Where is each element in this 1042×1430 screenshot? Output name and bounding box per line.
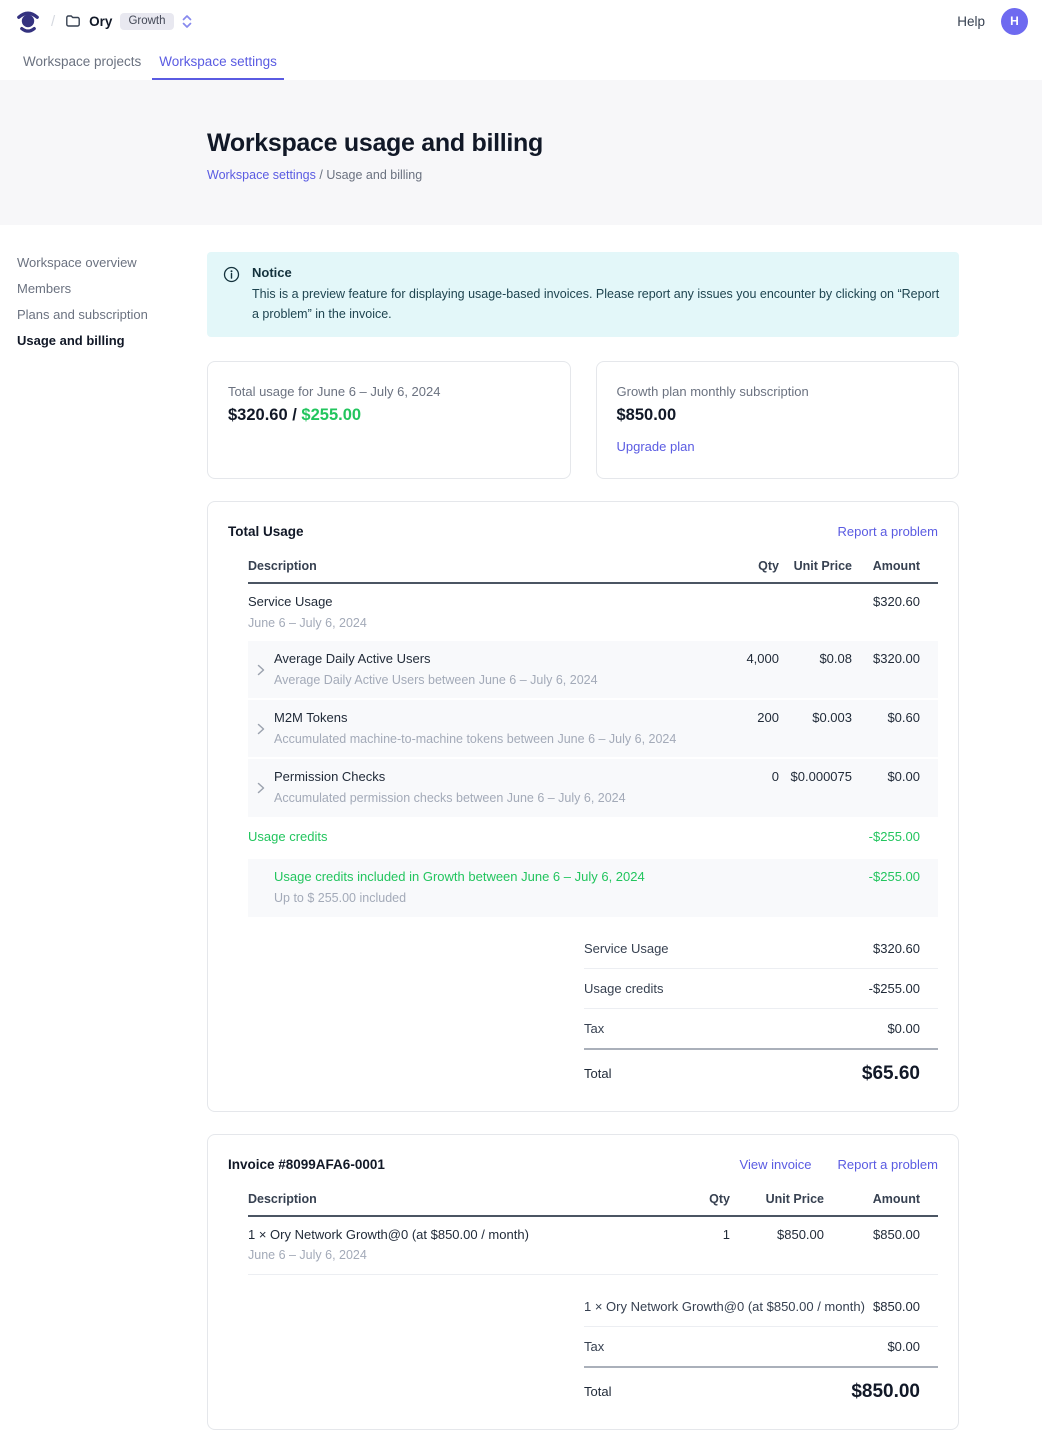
- workspace-switcher[interactable]: Ory Growth: [65, 12, 192, 30]
- page-title: Workspace usage and billing: [207, 129, 543, 157]
- breadcrumb-slash: /: [51, 12, 56, 30]
- usage-table-header: Description Qty Unit Price Amount: [248, 559, 938, 584]
- tab-workspace-settings[interactable]: Workspace settings: [152, 42, 284, 80]
- info-icon: [223, 266, 240, 324]
- invoice-total-value: $850.00: [851, 1380, 920, 1402]
- col-qty: Qty: [709, 1191, 730, 1206]
- top-bar: / Ory Growth Help H: [0, 0, 1042, 42]
- settings-sidebar: Workspace overview Members Plans and sub…: [0, 225, 207, 360]
- total-usage-summary-card: Total usage for June 6 – July 6, 2024 $3…: [207, 361, 571, 479]
- usage-credit-value: $255.00: [301, 406, 362, 424]
- summary-row-tax: Tax $0.00: [584, 1009, 938, 1050]
- col-amount: Amount: [872, 1191, 920, 1206]
- notice-body: This is a preview feature for displaying…: [252, 287, 940, 321]
- main-content: Notice This is a preview feature for dis…: [207, 225, 959, 1430]
- upgrade-plan-link[interactable]: Upgrade plan: [616, 439, 695, 454]
- col-qty: Qty: [758, 559, 779, 573]
- col-amount: Amount: [872, 559, 920, 573]
- sidebar-item-usage-and-billing[interactable]: Usage and billing: [17, 333, 125, 348]
- notice-title: Notice: [252, 265, 292, 280]
- invoice-summary-block: 1 × Ory Network Growth@0 (at $850.00 / m…: [584, 1287, 938, 1403]
- ory-logo-icon[interactable]: [15, 8, 41, 34]
- workspace-tabs: Workspace projects Workspace settings: [0, 42, 1042, 80]
- chevron-right-icon[interactable]: [257, 782, 265, 794]
- usage-report-a-problem-link[interactable]: Report a problem: [837, 524, 938, 539]
- plan-subscription-card: Growth plan monthly subscription $850.00…: [595, 361, 959, 479]
- total-usage-panel: Total Usage Report a problem Description…: [207, 501, 959, 1112]
- total-usage-value: $320.60 / $255.00: [228, 406, 362, 424]
- total-usage-label: Total usage for June 6 – July 6, 2024: [228, 384, 441, 399]
- summary-row-service-usage: Service Usage $320.60: [584, 929, 938, 969]
- usage-total-value: $65.60: [861, 1062, 920, 1084]
- usage-line-item-permission-checks[interactable]: Permission Checks Accumulated permission…: [248, 759, 938, 819]
- usage-line-item-m2m-tokens[interactable]: M2M Tokens Accumulated machine-to-machin…: [248, 700, 938, 760]
- invoice-table-header: Description Qty Unit Price Amount: [248, 1192, 938, 1217]
- breadcrumb: Workspace settings / Usage and billing: [207, 168, 1042, 182]
- invoice-title: Invoice #8099AFA6-0001: [228, 1156, 385, 1172]
- usage-summary-block: Service Usage $320.60 Usage credits -$25…: [584, 929, 938, 1085]
- plan-price: $850.00: [616, 406, 677, 424]
- col-unit-price: Unit Price: [793, 559, 852, 573]
- usage-credits-detail-row: Usage credits included in Growth between…: [248, 859, 938, 917]
- page-header: Workspace usage and billing Workspace se…: [0, 80, 1042, 225]
- avatar[interactable]: H: [1001, 7, 1028, 35]
- invoice-line-item: 1 × Ory Network Growth@0 (at $850.00 / m…: [248, 1217, 938, 1275]
- invoice-total-row: Total $850.00: [584, 1368, 938, 1403]
- col-description: Description: [248, 559, 317, 573]
- invoice-summary-row-tax: Tax $0.00: [584, 1327, 938, 1368]
- sidebar-item-workspace-overview[interactable]: Workspace overview: [17, 255, 137, 270]
- col-unit-price: Unit Price: [765, 1191, 824, 1206]
- workspace-name: Ory: [89, 13, 113, 29]
- breadcrumb-workspace-settings-link[interactable]: Workspace settings: [207, 168, 316, 182]
- usage-panel-title: Total Usage: [228, 524, 304, 539]
- invoice-panel: Invoice #8099AFA6-0001 View invoice Repo…: [207, 1133, 959, 1430]
- chevron-updown-icon: [182, 14, 192, 29]
- usage-line-item-average-daily-active-users[interactable]: Average Daily Active Users Average Daily…: [248, 641, 938, 701]
- usage-total-row: Total $65.60: [584, 1050, 938, 1085]
- view-invoice-link[interactable]: View invoice: [739, 1156, 812, 1172]
- chevron-right-icon[interactable]: [257, 723, 265, 735]
- col-description: Description: [248, 1191, 317, 1206]
- invoice-summary-row-item: 1 × Ory Network Growth@0 (at $850.00 / m…: [584, 1287, 938, 1327]
- folder-icon: [65, 13, 81, 29]
- invoice-report-a-problem-link[interactable]: Report a problem: [837, 1156, 938, 1172]
- help-link[interactable]: Help: [957, 13, 985, 29]
- summary-row-usage-credits: Usage credits -$255.00: [584, 969, 938, 1009]
- usage-group-row-service-usage: Service Usage June 6 – July 6, 2024 $320…: [248, 594, 920, 630]
- breadcrumb-separator: /: [319, 168, 323, 182]
- plan-badge: Growth: [120, 12, 174, 30]
- sidebar-item-members[interactable]: Members: [17, 281, 72, 296]
- plan-label: Growth plan monthly subscription: [616, 384, 809, 399]
- sidebar-item-plans-and-subscription[interactable]: Plans and subscription: [17, 307, 148, 322]
- tab-workspace-projects[interactable]: Workspace projects: [23, 53, 142, 69]
- preview-notice: Notice This is a preview feature for dis…: [207, 252, 959, 337]
- chevron-right-icon[interactable]: [257, 664, 265, 676]
- usage-credits-row: Usage credits -$255.00: [248, 828, 920, 844]
- breadcrumb-current: Usage and billing: [326, 168, 423, 182]
